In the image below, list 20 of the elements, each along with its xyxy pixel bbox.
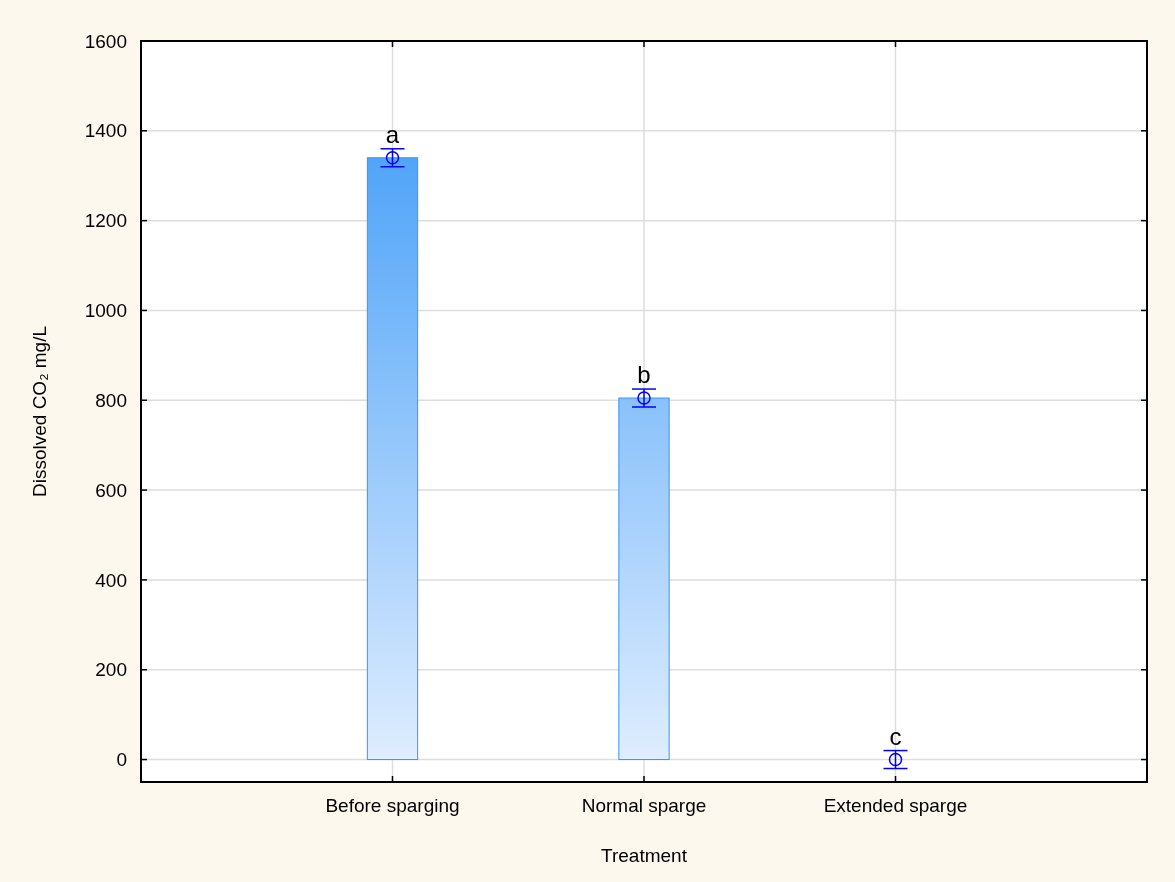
point: [385, 151, 400, 165]
annotation: c: [889, 722, 902, 750]
y-tick-label: 200: [95, 659, 127, 681]
y-axis-title: Dissolved CO₂ mg/L: [29, 325, 50, 498]
y-tick-label: 800: [95, 389, 127, 411]
point: [637, 391, 651, 405]
y-tick-label: 1600: [84, 30, 127, 52]
y-tick-label: 400: [95, 569, 127, 591]
x-tick-label: Extended sparge: [823, 795, 968, 816]
x-tick-label: Before sparging: [325, 795, 460, 816]
y-tick-label: 1200: [84, 210, 127, 232]
y-tick-label: 1000: [84, 300, 127, 322]
x-tick-label: Normal sparge: [581, 795, 707, 816]
y-tick-label: 0: [116, 749, 127, 771]
annotation: b: [637, 361, 651, 389]
point: [888, 752, 903, 767]
x-axis-title: Treatment: [601, 845, 688, 866]
annotation: a: [385, 120, 400, 148]
y-tick-label: 1400: [84, 120, 127, 142]
y-tick-label: 600: [95, 479, 127, 501]
